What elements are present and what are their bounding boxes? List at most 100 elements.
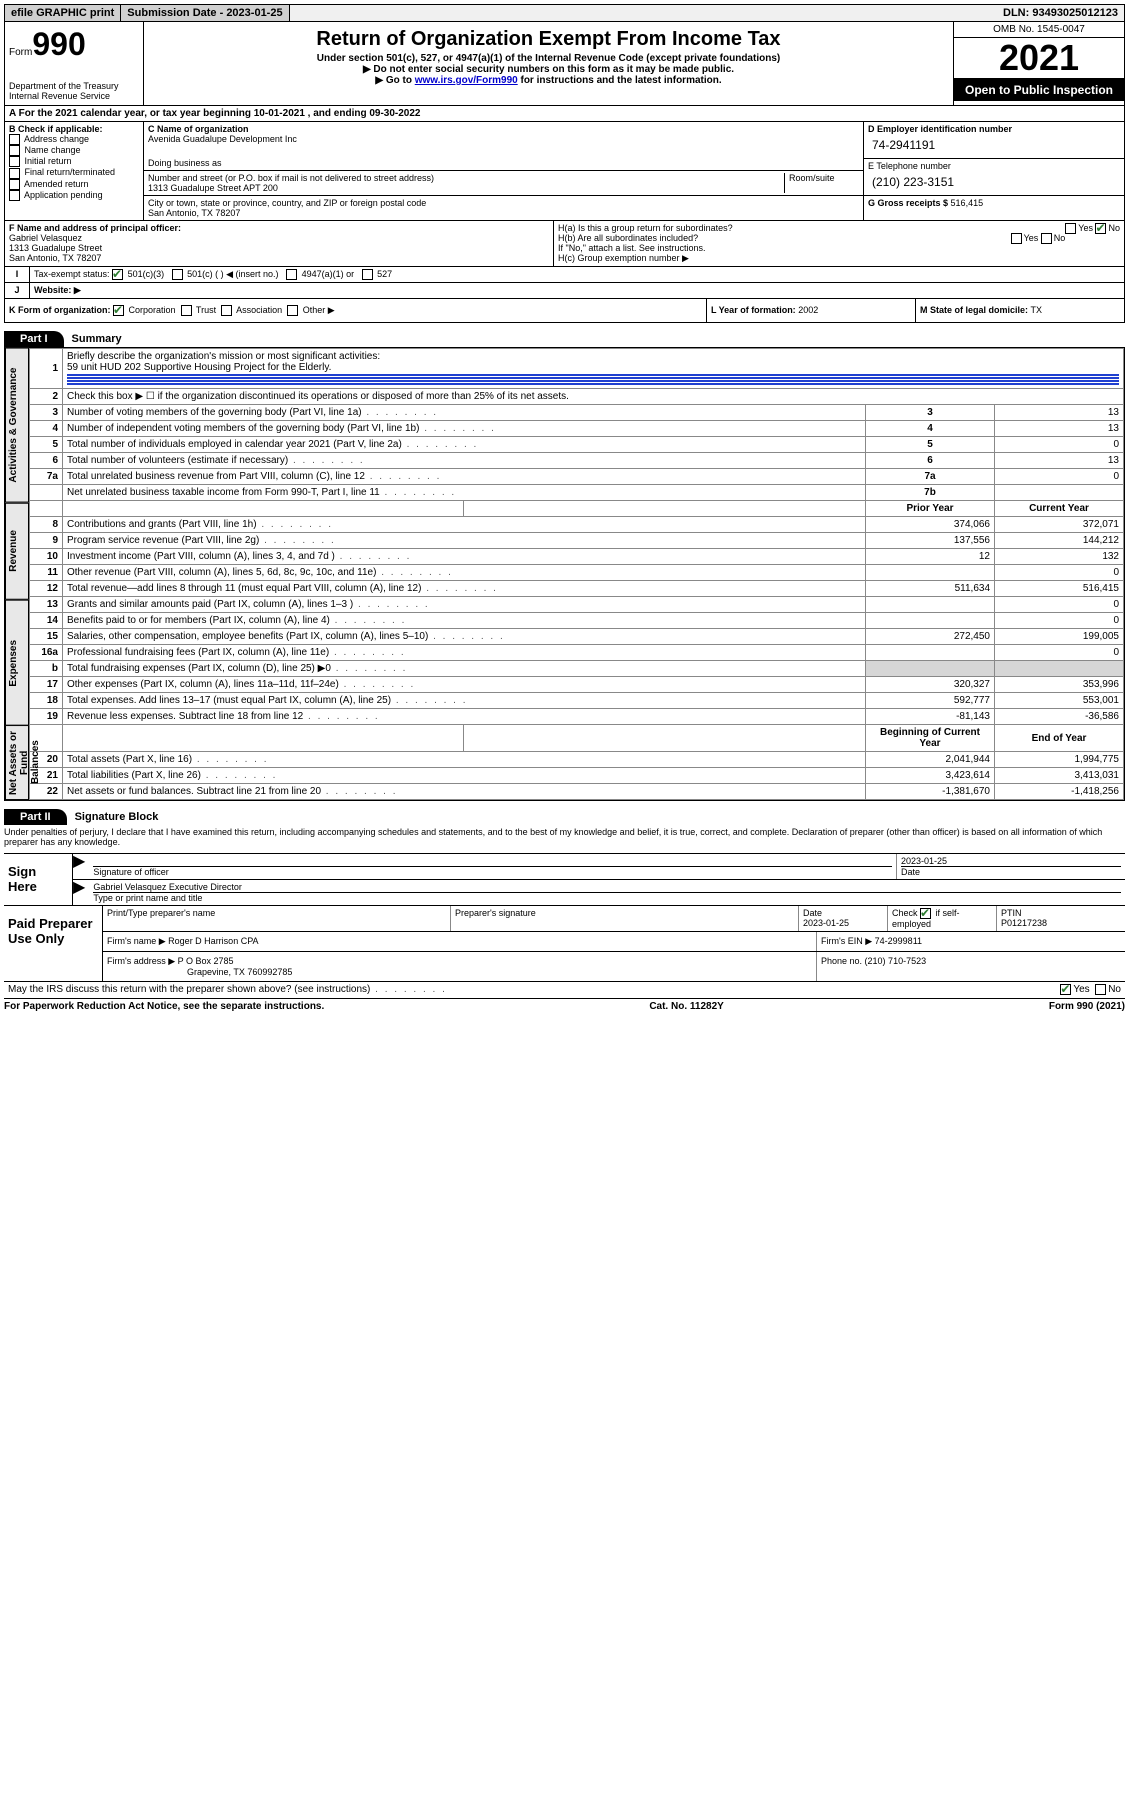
prior-val: 12 <box>866 549 995 565</box>
line-desc: Total fundraising expenses (Part IX, col… <box>63 661 866 677</box>
check-self-employed[interactable] <box>920 908 931 919</box>
irs-link[interactable]: www.irs.gov/Form990 <box>415 75 518 86</box>
lineno: 10 <box>30 549 63 565</box>
line-box: 4 <box>866 421 995 437</box>
line-desc: Contributions and grants (Part VIII, lin… <box>63 517 866 533</box>
discuss-yes[interactable] <box>1060 984 1071 995</box>
l2-no: 2 <box>30 389 63 405</box>
officer-addr1: 1313 Guadalupe Street <box>9 243 102 253</box>
lbl-name-change: Name change <box>25 145 81 155</box>
check-initial-return[interactable] <box>9 156 20 167</box>
line-desc: Grants and similar amounts paid (Part IX… <box>63 597 866 613</box>
line-box: 5 <box>866 437 995 453</box>
check-final-return[interactable] <box>9 168 20 179</box>
sig-date-val: 2023-01-25 <box>901 856 947 866</box>
discuss-no[interactable] <box>1095 984 1106 995</box>
check-other[interactable] <box>287 305 298 316</box>
year-formation-label: L Year of formation: <box>711 305 798 315</box>
check-trust[interactable] <box>181 305 192 316</box>
check-amended-return[interactable] <box>9 179 20 190</box>
part2-header: Part II Signature Block <box>4 809 1125 825</box>
lbl-final-return: Final return/terminated <box>25 167 116 177</box>
check-501c[interactable] <box>172 269 183 280</box>
prior-val: 3,423,614 <box>866 768 995 784</box>
check-527[interactable] <box>362 269 373 280</box>
tri-icon: ▶ <box>73 854 89 879</box>
hb-note: If "No," attach a list. See instructions… <box>558 243 1120 253</box>
firm-name-label: Firm's name ▶ <box>107 936 166 946</box>
goto-pre: Go to <box>386 75 415 86</box>
line-desc: Total number of individuals employed in … <box>63 437 866 453</box>
check-address-change[interactable] <box>9 134 20 145</box>
opt-assoc: Association <box>236 305 282 315</box>
current-val: 132 <box>995 549 1124 565</box>
goto-post: for instructions and the latest informat… <box>518 75 722 86</box>
side-exp: Expenses <box>5 600 29 726</box>
current-val <box>995 661 1124 677</box>
form-header: Form990 Department of the Treasury Inter… <box>4 22 1125 106</box>
check-application-pending[interactable] <box>9 190 20 201</box>
hdr-begin: Beginning of Current Year <box>866 725 995 752</box>
part2-title: Signature Block <box>67 809 167 825</box>
footer-left: For Paperwork Reduction Act Notice, see … <box>4 1001 324 1012</box>
ha-yes[interactable] <box>1065 223 1076 234</box>
firm-addr1: P O Box 2785 <box>178 956 234 966</box>
opt-trust: Trust <box>196 305 216 315</box>
line-desc: Number of independent voting members of … <box>63 421 866 437</box>
line-desc: Net unrelated business taxable income fr… <box>63 485 866 501</box>
ptin-val: P01217238 <box>1001 918 1047 928</box>
row-klm: K Form of organization: Corporation Trus… <box>4 299 1125 323</box>
prior-val <box>866 661 995 677</box>
efile-graphic-print-button[interactable]: efile GRAPHIC print <box>5 5 121 21</box>
declaration-text: Under penalties of perjury, I declare th… <box>4 825 1125 849</box>
current-val: 0 <box>995 613 1124 629</box>
check-corp[interactable] <box>113 305 124 316</box>
check-4947[interactable] <box>286 269 297 280</box>
prior-val: 511,634 <box>866 581 995 597</box>
dept-label: Department of the Treasury Internal Reve… <box>9 81 139 101</box>
omb-label: OMB No. 1545-0047 <box>954 22 1124 38</box>
prior-val: 272,450 <box>866 629 995 645</box>
check-name-change[interactable] <box>9 145 20 156</box>
prior-val: 592,777 <box>866 693 995 709</box>
hb-no[interactable] <box>1041 233 1052 244</box>
tel-label: E Telephone number <box>868 161 951 171</box>
sign-here-block: Sign Here ▶ Signature of officer 2023-01… <box>4 853 1125 982</box>
sig-date-label: Date <box>901 866 1121 877</box>
ha-no[interactable] <box>1095 223 1106 234</box>
lbl-application-pending: Application pending <box>24 190 103 200</box>
check-assoc[interactable] <box>221 305 232 316</box>
form-subtitle: Under section 501(c), 527, or 4947(a)(1)… <box>148 53 949 64</box>
form-of-org-label: K Form of organization: <box>9 305 111 315</box>
ein-label: D Employer identification number <box>868 124 1012 134</box>
city-value: San Antonio, TX 78207 <box>148 208 240 218</box>
box-m: M State of legal domicile: TX <box>916 299 1124 322</box>
firm-ein-label: Firm's EIN ▶ <box>821 936 872 946</box>
ein-value: 74-2941191 <box>868 134 1120 156</box>
summary-table: 1 Briefly describe the organization's mi… <box>29 348 1124 800</box>
officer-addr2: San Antonio, TX 78207 <box>9 253 101 263</box>
line-desc: Other revenue (Part VIII, column (A), li… <box>63 565 866 581</box>
current-val: 353,996 <box>995 677 1124 693</box>
ssn-note: Do not enter social security numbers on … <box>148 64 949 75</box>
line-desc: Benefits paid to or for members (Part IX… <box>63 613 866 629</box>
prior-val: -1,381,670 <box>866 784 995 800</box>
part2-pill: Part II <box>4 809 67 825</box>
prep-date-val: 2023-01-25 <box>803 918 849 928</box>
side-gov: Activities & Governance <box>5 348 29 503</box>
part1-summary: Activities & Governance Revenue Expenses… <box>4 347 1125 801</box>
lineno: 13 <box>30 597 63 613</box>
tax-exempt-label: Tax-exempt status: <box>34 269 110 279</box>
lineno: 12 <box>30 581 63 597</box>
room-suite-label: Room/suite <box>785 173 859 193</box>
prior-val: -81,143 <box>866 709 995 725</box>
paid-preparer-label: Paid Preparer Use Only <box>4 906 103 981</box>
check-501c3[interactable] <box>112 269 123 280</box>
lineno: 18 <box>30 693 63 709</box>
tri-icon-2: ▶ <box>73 880 89 905</box>
dln-label: DLN: 93493025012123 <box>997 5 1124 21</box>
l2-text: Check this box ▶ ☐ if the organization d… <box>63 389 1124 405</box>
firm-phone-val: (210) 710-7523 <box>865 956 927 966</box>
hb-label: H(b) Are all subordinates included? <box>558 233 698 243</box>
hb-yes[interactable] <box>1011 233 1022 244</box>
